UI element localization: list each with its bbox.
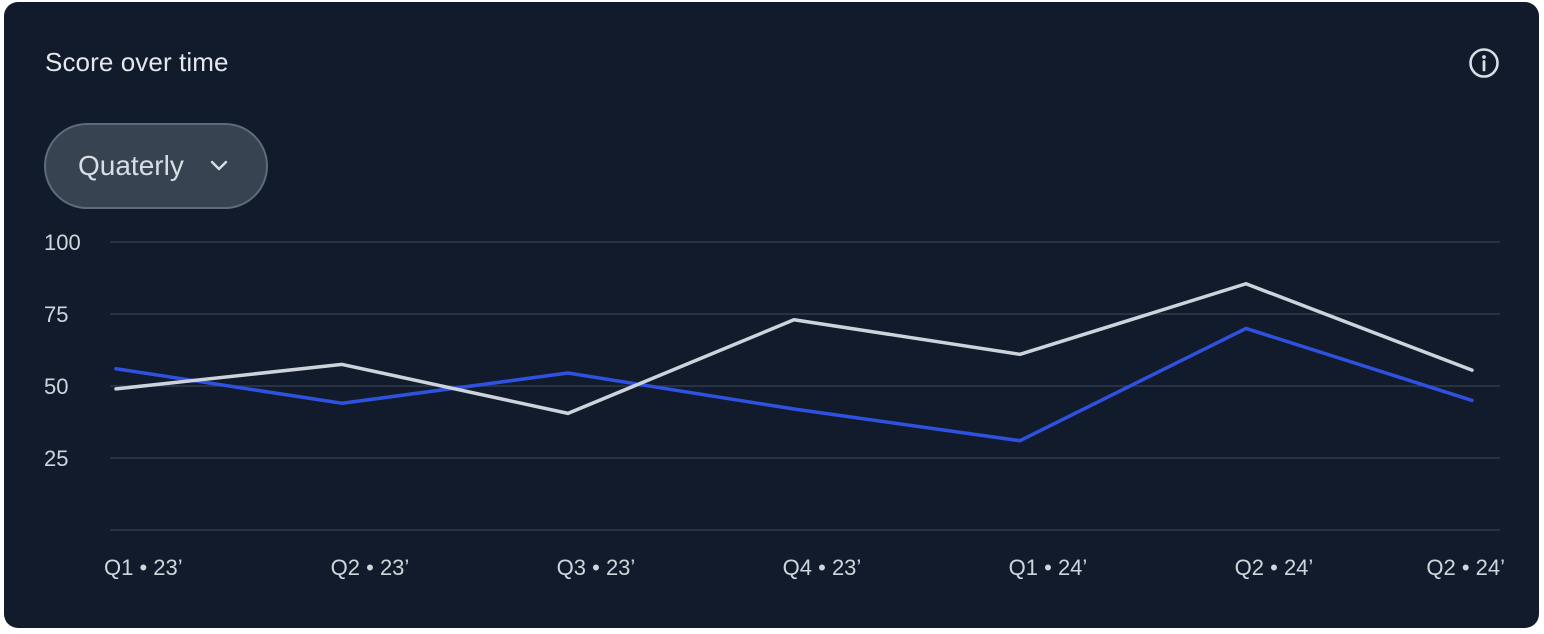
- data-point: [792, 318, 796, 322]
- data-point: [1470, 368, 1474, 372]
- x-tick-label: Q1 • 24’: [1009, 555, 1088, 580]
- period-select-value: Quaterly: [78, 150, 184, 181]
- chevron-down-icon: [210, 160, 228, 171]
- data-point: [1244, 282, 1248, 286]
- data-point: [1018, 352, 1022, 356]
- data-point: [340, 401, 344, 405]
- data-point: [340, 362, 344, 366]
- x-tick-label: Q2 • 24’: [1426, 555, 1505, 580]
- x-tick-label: Q2 • 24’: [1235, 555, 1314, 580]
- y-tick-label: 100: [44, 230, 81, 255]
- series-line-secondary: [114, 282, 1474, 416]
- data-point: [566, 411, 570, 415]
- chart-series: [114, 282, 1474, 443]
- score-over-time-card: Score over time Quaterly: [4, 2, 1539, 628]
- data-point: [114, 387, 118, 391]
- data-point: [114, 367, 118, 371]
- data-point: [1470, 398, 1474, 402]
- y-tick-label: 25: [44, 446, 68, 471]
- x-axis-ticks: Q1 • 23’ Q2 • 23’ Q3 • 23’ Q4 • 23’ Q1 • 24’…: [104, 555, 1505, 580]
- data-point: [1244, 326, 1248, 330]
- y-axis-ticks: 100 75 50 25: [44, 230, 81, 471]
- period-select[interactable]: Quaterly: [44, 123, 268, 209]
- info-icon[interactable]: [1467, 46, 1501, 80]
- data-point: [792, 407, 796, 411]
- y-tick-label: 75: [44, 302, 68, 327]
- y-tick-label: 50: [44, 374, 68, 399]
- x-tick-label: Q4 • 23’: [783, 555, 862, 580]
- chart-grid: [110, 241, 1500, 531]
- x-tick-label: Q3 • 23’: [557, 555, 636, 580]
- card-title: Score over time: [45, 47, 229, 77]
- x-tick-label: Q2 • 23’: [331, 555, 410, 580]
- series-line-primary: [114, 326, 1474, 443]
- data-point: [1018, 439, 1022, 443]
- data-point: [566, 371, 570, 375]
- x-tick-label: Q1 • 23’: [104, 555, 183, 580]
